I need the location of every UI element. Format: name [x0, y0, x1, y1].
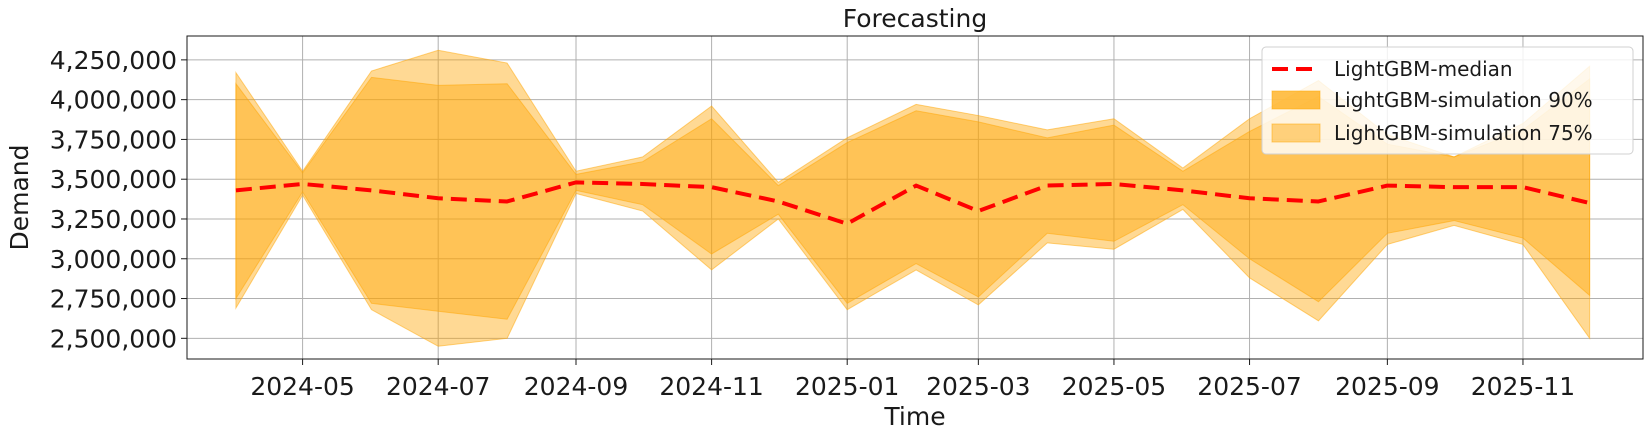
median-point: [641, 182, 645, 186]
median-point: [776, 199, 780, 203]
line-layer: [234, 180, 1592, 226]
x-tick-label: 2025-09: [1335, 372, 1439, 401]
x-tick-label: 2025-11: [1471, 372, 1575, 401]
x-tick-label: 2025-05: [1062, 372, 1166, 401]
x-tick-label: 2024-09: [524, 372, 628, 401]
y-tick-label: 4,000,000: [50, 86, 177, 115]
median-point: [505, 199, 509, 203]
median-point: [976, 209, 980, 213]
legend-label-median: LightGBM-median: [1334, 57, 1513, 81]
median-point: [1385, 184, 1389, 188]
legend: LightGBM-median LightGBM-simulation 90% Li…: [1261, 46, 1634, 155]
y-tick-label: 4,250,000: [50, 46, 177, 75]
y-tick-label: 2,750,000: [50, 285, 177, 314]
median-point: [1045, 184, 1049, 188]
y-tick-label: 3,750,000: [50, 125, 177, 154]
x-axis: 2024-05 2024-07 2024-09 2024-11 2025-01 2025-…: [250, 359, 1575, 401]
median-point: [1521, 185, 1525, 189]
median-point: [1316, 199, 1320, 203]
band-75-percent: [235, 76, 1591, 320]
median-point: [436, 196, 440, 200]
y-tick-label: 2,500,000: [50, 324, 177, 353]
grid-layer: [187, 36, 1643, 359]
median-point: [574, 180, 578, 184]
x-tick-label: 2024-07: [386, 372, 490, 401]
median-point: [301, 182, 305, 186]
median-point: [914, 184, 918, 188]
x-tick-label: 2025-07: [1197, 372, 1301, 401]
legend-swatch-75: [1271, 123, 1321, 143]
median-point: [1181, 188, 1185, 192]
band-layer: [235, 49, 1591, 347]
median-point: [710, 185, 714, 189]
x-tick-label: 2025-03: [926, 372, 1030, 401]
band-90-percent: [235, 49, 1591, 347]
median-point: [1112, 182, 1116, 186]
chart-title: Forecasting: [843, 4, 987, 33]
plot-frame: [186, 35, 1644, 360]
y-tick-label: 3,250,000: [50, 205, 177, 234]
legend-swatch-90: [1271, 90, 1321, 110]
median-point: [845, 222, 849, 226]
legend-label-90: LightGBM-simulation 90%: [1334, 88, 1593, 112]
median-point: [234, 188, 238, 192]
median-point: [370, 188, 374, 192]
median-point: [1248, 196, 1252, 200]
x-tick-label: 2024-05: [250, 372, 354, 401]
median-point: [1588, 201, 1592, 205]
median-line: [235, 180, 1591, 226]
legend-box: [1261, 46, 1634, 155]
median-point: [1452, 185, 1456, 189]
x-tick-label: 2025-01: [795, 372, 899, 401]
legend-label-75: LightGBM-simulation 75%: [1334, 121, 1593, 145]
y-axis: 2,500,000 2,750,000 3,000,000 3,250,000 3,50…: [50, 46, 187, 353]
y-axis-title: Demand: [5, 144, 34, 250]
x-axis-title: Time: [883, 402, 945, 431]
y-tick-label: 3,000,000: [50, 245, 177, 274]
y-tick-label: 3,500,000: [50, 165, 177, 194]
x-tick-label: 2024-11: [659, 372, 763, 401]
